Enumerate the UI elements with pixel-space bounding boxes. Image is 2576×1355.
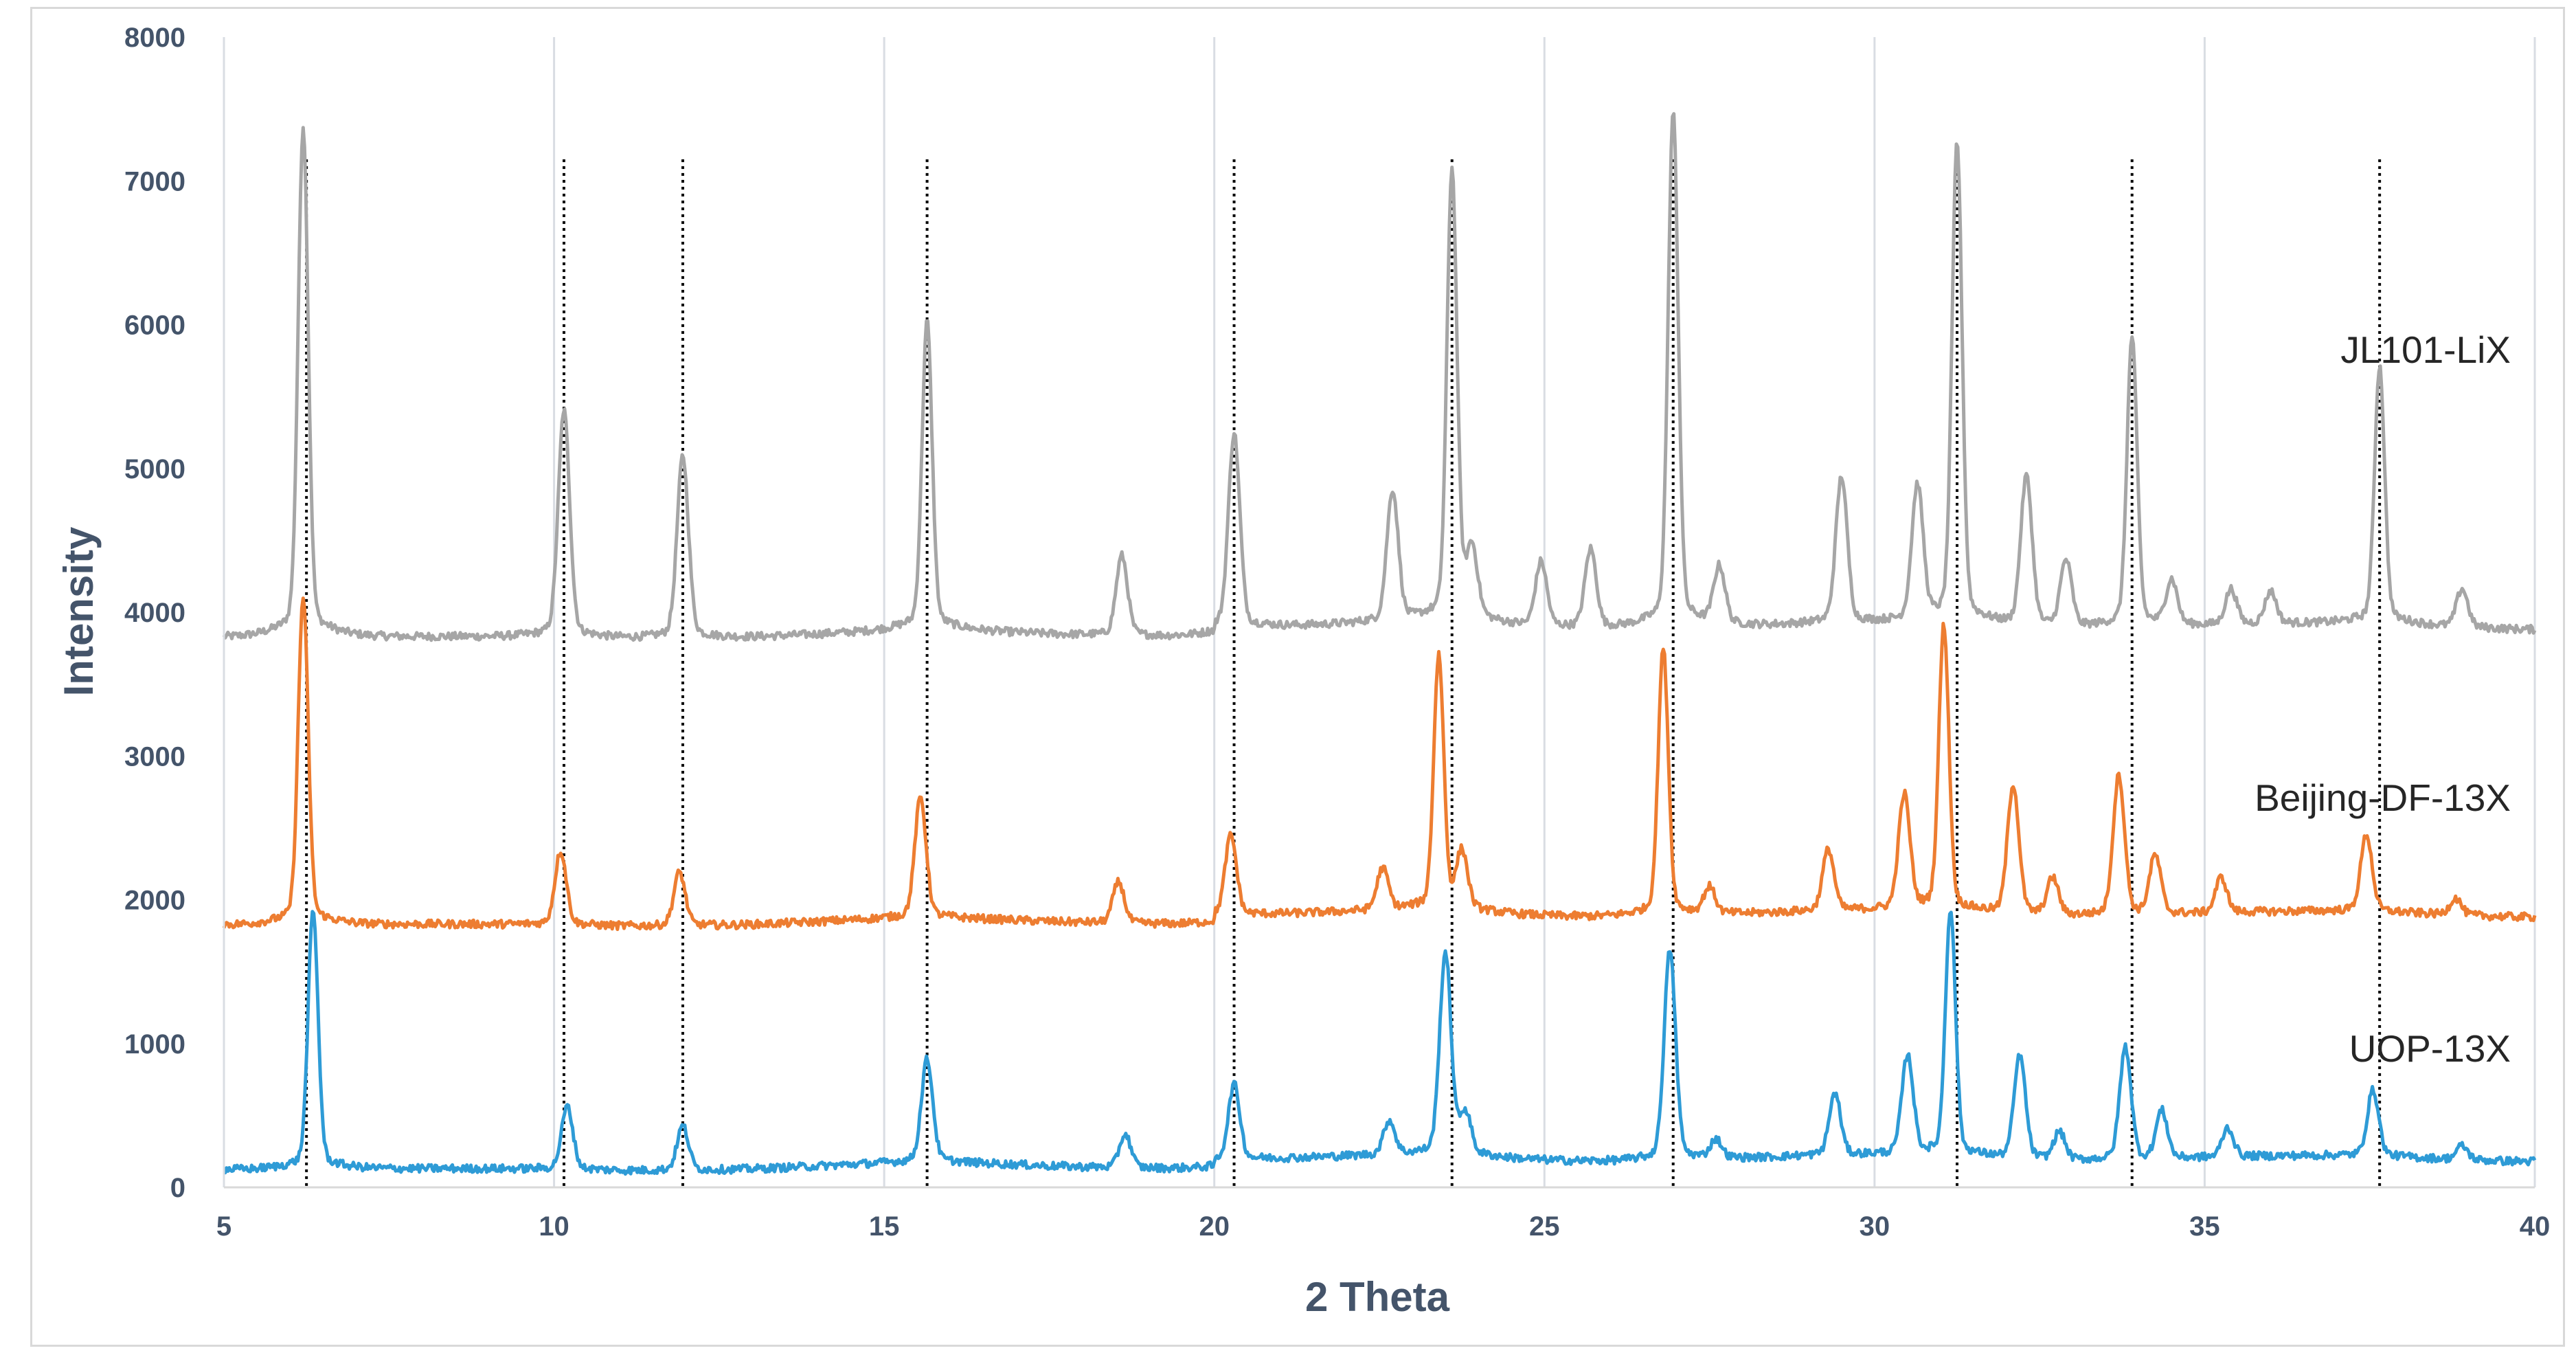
y-tick-label: 4000: [124, 598, 185, 628]
series-line-beijing-df-13x: [222, 596, 2537, 931]
x-axis-title: 2 Theta: [1305, 1274, 1450, 1320]
y-tick-label: 1000: [124, 1029, 185, 1060]
x-tick-label: 25: [1529, 1211, 1560, 1242]
series-lines: [222, 112, 2537, 1176]
tick-labels: 5 10 15 20 25 30 35 40 0 1000 2000 3000 4000 5000 6000…: [124, 23, 2550, 1242]
x-tick-label: 30: [1860, 1211, 1890, 1242]
grid-lines: [553, 37, 2536, 1187]
x-tick-label: 20: [1199, 1211, 1230, 1242]
y-axis-title: Intensity: [56, 526, 102, 696]
y-tick-label: 8000: [124, 23, 185, 53]
y-tick-label: 0: [170, 1173, 185, 1203]
reference-lines: [305, 159, 2382, 1187]
series-labels: JL101-LiX Beijing-DF-13X UOP-13X: [2255, 328, 2511, 1070]
y-tick-label: 2000: [124, 886, 185, 916]
x-tick-label: 35: [2189, 1211, 2220, 1242]
series-line-jl101-lix: [222, 112, 2537, 642]
chart-frame: [30, 7, 2565, 1347]
y-tick-label: 3000: [124, 741, 185, 772]
y-tick-label: 6000: [124, 311, 185, 341]
series-label: UOP-13X: [2349, 1027, 2511, 1070]
axes: [223, 37, 2535, 1189]
series-label: Beijing-DF-13X: [2255, 776, 2511, 819]
series-line-uop-13x: [223, 910, 2537, 1176]
series-label: JL101-LiX: [2340, 328, 2511, 371]
x-tick-label: 40: [2520, 1211, 2551, 1242]
x-tick-label: 15: [869, 1211, 900, 1242]
y-tick-label: 7000: [124, 166, 185, 197]
y-tick-label: 5000: [124, 454, 185, 484]
x-tick-label: 10: [539, 1211, 569, 1242]
x-tick-label: 5: [216, 1211, 231, 1242]
